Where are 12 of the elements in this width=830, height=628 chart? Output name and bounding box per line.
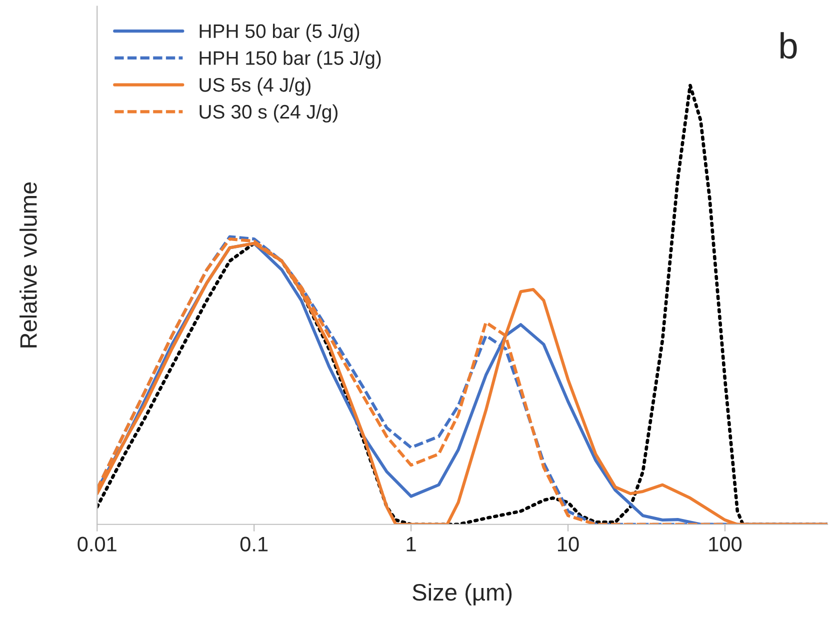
legend-label: HPH 150 bar (15 J/g) [200, 50, 381, 69]
legend-label: US 30 s (24 J/g) [200, 104, 338, 123]
x-tick-label: 0.01 [78, 536, 116, 552]
y-axis-title: Relative volume [20, 182, 37, 348]
legend-label: US 5s (4 J/g) [200, 78, 310, 96]
x-tick-label: 10 [558, 536, 579, 552]
legend-label: HPH 50 bar (5 J/g) [200, 24, 360, 42]
x-tick-label: 1 [406, 536, 416, 552]
x-axis-title: Size (µm) [412, 583, 512, 606]
x-tick-label: 0.1 [240, 536, 268, 552]
text: b [780, 32, 797, 59]
x-tick-label: 100 [709, 536, 742, 552]
